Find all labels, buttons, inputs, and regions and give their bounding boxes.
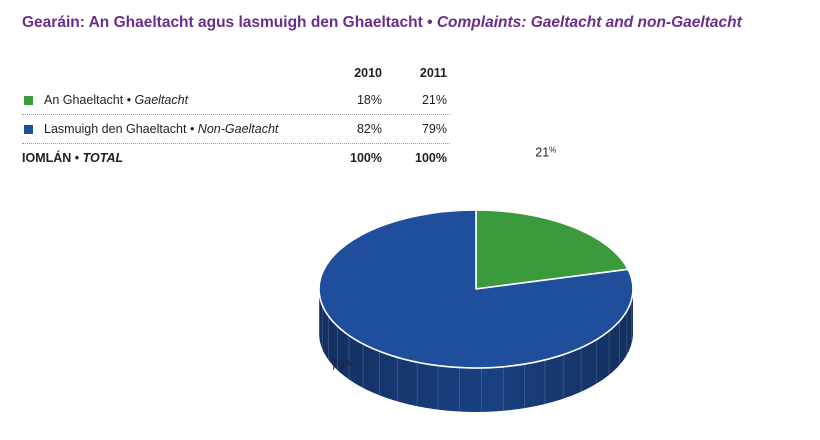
title-separator: •: [427, 14, 433, 31]
pie-slice-non-gaeltacht: [318, 209, 634, 369]
gaeltacht-2010: 18%: [320, 86, 385, 115]
total-label-irish: IOMLÁN: [22, 151, 72, 165]
gaeltacht-swatch: [24, 95, 33, 105]
non-gaeltacht-2010: 82%: [320, 114, 385, 144]
chart-title: Gearáin: An Ghaeltacht agus lasmuigh den…: [22, 14, 742, 32]
total-label-english: TOTAL: [82, 151, 124, 165]
non-gaeltacht-2011: 79%: [385, 114, 450, 144]
non-gaeltacht-swatch: [24, 124, 33, 134]
total-label: IOMLÁN • TOTAL: [22, 151, 124, 165]
row-label-english: Gaeltacht: [134, 93, 189, 107]
pie-slice-gaeltacht: [475, 209, 629, 290]
pie-label-gaeltacht: 21%: [535, 145, 556, 159]
title-irish: Gearáin: An Ghaeltacht agus lasmuigh den…: [22, 14, 423, 31]
data-table: 2010 2011 An Ghaeltacht • Gaeltacht 18% …: [22, 60, 450, 172]
row-label-irish: An Ghaeltacht: [44, 93, 124, 107]
pie-side-non-gaeltacht: [319, 290, 633, 412]
row-label: An Ghaeltacht • Gaeltacht: [22, 86, 320, 115]
title-english: Complaints: Gaeltacht and non-Gaeltacht: [436, 14, 742, 31]
header-2010: 2010: [354, 66, 382, 80]
total-2011: 100%: [415, 151, 447, 165]
row-label-english: Non-Gaeltacht: [197, 122, 279, 136]
table-row-total: IOMLÁN • TOTAL 100% 100%: [22, 144, 450, 173]
table-header-row: 2010 2011: [22, 60, 450, 86]
table-row-non-gaeltacht: Lasmuigh den Ghaeltacht • Non-Gaeltacht …: [22, 114, 450, 144]
total-2010: 100%: [350, 151, 382, 165]
row-label: Lasmuigh den Ghaeltacht • Non-Gaeltacht: [22, 114, 320, 144]
gaeltacht-2011: 21%: [385, 86, 450, 115]
table-row-gaeltacht: An Ghaeltacht • Gaeltacht 18% 21%: [22, 86, 450, 115]
header-2011: 2011: [419, 66, 447, 80]
pie-label-non-gaeltacht: 79%: [331, 359, 352, 373]
row-label-irish: Lasmuigh den Ghaeltacht: [44, 122, 187, 136]
